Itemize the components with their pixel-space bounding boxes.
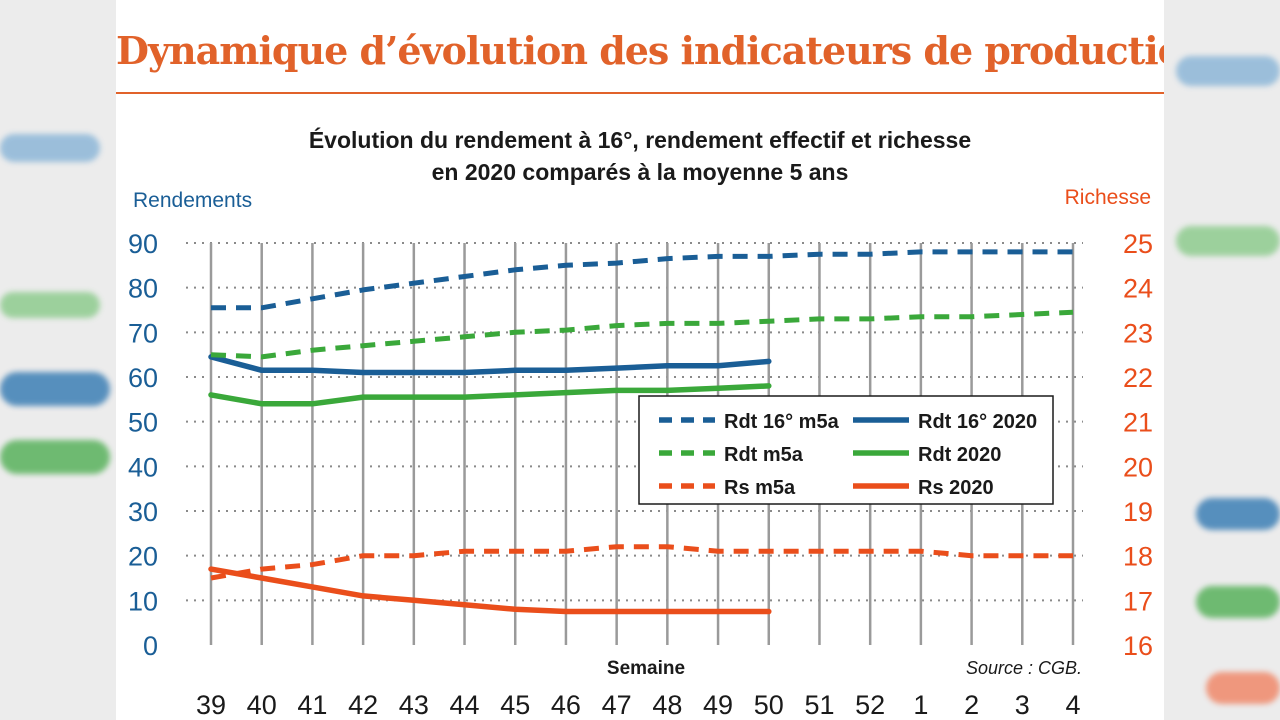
x-tick-label: 45 <box>500 690 530 720</box>
right-tick-label: 16 <box>1123 631 1153 661</box>
background-blur-red-right <box>1206 672 1280 704</box>
legend-label: Rdt m5a <box>724 444 804 466</box>
left-tick-label: 80 <box>128 274 158 304</box>
x-tick-label: 46 <box>551 690 581 720</box>
series-line-rdt-m5a <box>210 309 1074 360</box>
subtitle-line-2: en 2020 comparés à la moyenne 5 ans <box>431 159 849 185</box>
right-tick-label: 20 <box>1123 452 1153 482</box>
x-tick-label: 50 <box>754 690 784 720</box>
x-tick-label: 40 <box>247 690 277 720</box>
left-tick-label: 10 <box>128 586 158 616</box>
right-tick-label: 21 <box>1123 408 1153 438</box>
headline: Dynamique d’évolution des indicateurs de… <box>116 28 1164 73</box>
x-tick-label: 41 <box>297 690 327 720</box>
background-blur-blue-right <box>1196 498 1280 530</box>
line-chart: Rendements Richesse Semaine Source : CGB… <box>128 186 1153 720</box>
axes: Rendements Richesse Semaine Source : CGB… <box>128 186 1153 720</box>
left-tick-label: 60 <box>128 363 158 393</box>
left-tick-label: 70 <box>128 318 158 348</box>
legend-label: Rs m5a <box>724 477 796 499</box>
x-tick-label: 48 <box>652 690 682 720</box>
background-blur-green-right-bottom <box>1196 586 1280 618</box>
background-blur-green-left <box>0 440 110 474</box>
series-line-rdt-16-m5a <box>211 249 1073 311</box>
left-tick-label: 20 <box>128 542 158 572</box>
legend-label: Rdt 2020 <box>918 444 1001 466</box>
background-blur-blue-left <box>0 372 110 406</box>
left-tick-label: 0 <box>143 631 158 661</box>
source-label: Source : CGB. <box>966 658 1082 678</box>
x-tick-label: 39 <box>196 690 226 720</box>
right-tick-label: 22 <box>1123 363 1153 393</box>
series-line-rs-2020 <box>208 566 772 615</box>
right-tick-label: 25 <box>1123 229 1153 259</box>
background-blur-green-right <box>1176 226 1280 256</box>
left-axis-label: Rendements <box>133 189 252 212</box>
x-tick-label: 2 <box>964 690 979 720</box>
legend-label: Rs 2020 <box>918 477 994 499</box>
background-blur-blue-left-top <box>0 134 100 162</box>
x-tick-label: 51 <box>804 690 834 720</box>
x-tick-label: 52 <box>855 690 885 720</box>
x-tick-label: 1 <box>913 690 928 720</box>
left-tick-label: 50 <box>128 408 158 438</box>
x-tick-label: 4 <box>1065 690 1080 720</box>
background-blur-green-left-top <box>0 292 100 318</box>
x-tick-label: 44 <box>450 690 480 720</box>
right-tick-label: 24 <box>1123 274 1153 304</box>
x-tick-label: 49 <box>703 690 733 720</box>
x-axis-label: Semaine <box>607 658 685 679</box>
x-tick-label: 3 <box>1015 690 1030 720</box>
series-line-rs-m5a <box>210 544 1073 581</box>
legend-label: Rdt 16° 2020 <box>918 411 1037 433</box>
x-tick-label: 43 <box>399 690 429 720</box>
right-tick-label: 23 <box>1123 318 1153 348</box>
series-line-rdt-2020 <box>208 383 772 407</box>
headline-rule <box>116 92 1164 94</box>
series-line-rdt-16-2020 <box>208 354 772 376</box>
infographic-card: Dynamique d’évolution des indicateurs de… <box>116 0 1164 720</box>
right-axis-label: Richesse <box>1065 186 1151 209</box>
right-tick-label: 19 <box>1123 497 1153 527</box>
background-blur-blue-right-top <box>1176 56 1280 86</box>
left-tick-label: 30 <box>128 497 158 527</box>
left-tick-label: 40 <box>128 452 158 482</box>
left-tick-label: 90 <box>128 229 158 259</box>
subtitle-line-1: Évolution du rendement à 16°, rendement … <box>308 127 972 153</box>
chart-subtitle: Évolution du rendement à 16°, rendement … <box>116 124 1164 188</box>
x-tick-label: 47 <box>602 690 632 720</box>
x-tick-label: 42 <box>348 690 378 720</box>
series <box>208 249 1074 615</box>
legend: Rdt 16° m5a Rdt 16° 2020 Rdt m5a Rdt 2020 Rs… <box>638 395 1054 505</box>
legend-label: Rdt 16° m5a <box>724 411 840 433</box>
right-tick-label: 18 <box>1123 542 1153 572</box>
right-tick-label: 17 <box>1123 586 1153 616</box>
